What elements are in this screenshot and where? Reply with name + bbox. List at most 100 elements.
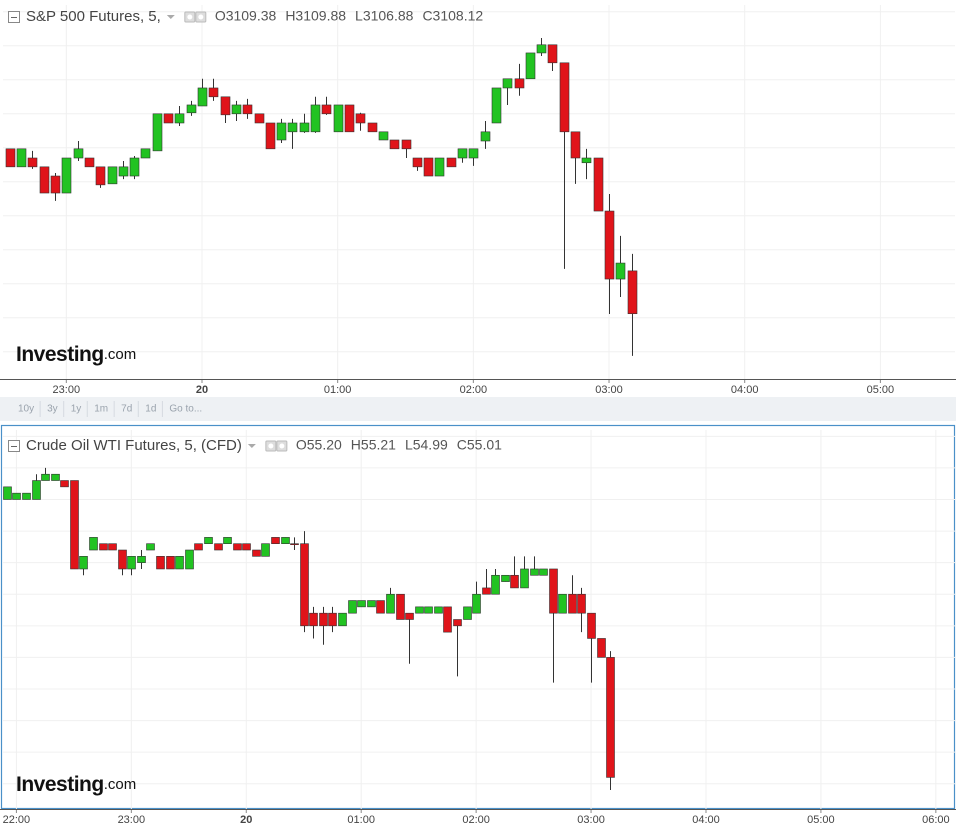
candle-body <box>530 568 539 576</box>
candle-body <box>333 104 344 133</box>
range-button[interactable]: 1y <box>71 404 82 415</box>
candle-body <box>328 612 337 627</box>
candle-body <box>214 543 223 551</box>
x-tick-label: 20 <box>196 384 208 396</box>
candle-body <box>70 480 79 570</box>
x-tick-label: 01:00 <box>324 384 352 396</box>
watermark-brand: Investing <box>16 773 104 796</box>
candle-body <box>5 148 16 168</box>
candle-body <box>604 210 615 280</box>
candle-body <box>443 606 452 633</box>
candle-body <box>22 492 31 500</box>
candle-body <box>434 157 445 177</box>
candle-body <box>152 113 163 152</box>
candle-body <box>166 556 175 570</box>
candle-body <box>32 480 41 500</box>
candle-body <box>252 549 261 557</box>
candle-body <box>472 593 481 614</box>
candle-body <box>223 537 232 545</box>
x-tick-label: 23:00 <box>118 814 146 826</box>
candle-body <box>547 44 558 64</box>
x-tick-label: 02:00 <box>460 384 488 396</box>
range-button[interactable]: 1m <box>94 404 108 415</box>
candle-body <box>50 175 61 194</box>
candle-body <box>254 113 265 124</box>
range-button[interactable]: 10y <box>18 404 34 415</box>
candle-body <box>39 166 50 194</box>
dropdown-caret[interactable] <box>247 444 256 448</box>
candle-body <box>175 556 184 570</box>
candle-body <box>186 104 197 114</box>
candle-body <box>265 122 276 150</box>
candle-body <box>510 574 519 589</box>
x-tick-label: 01:00 <box>347 814 375 826</box>
candle-body <box>423 157 434 177</box>
panel: 22:00 23:00 20 01:00 02:00 03:00 04:00 05:00 06:… <box>0 430 956 826</box>
candle-body <box>502 78 513 89</box>
candle-body <box>446 157 457 168</box>
candle-body <box>197 87 208 107</box>
candle-body <box>281 537 290 545</box>
candle-body <box>482 587 491 595</box>
ohlc-value: H55.21 <box>351 437 396 453</box>
candle-body <box>457 148 468 159</box>
candle-body <box>107 166 118 185</box>
candle-body <box>61 157 72 194</box>
candle-body <box>536 44 547 54</box>
candle-body <box>174 113 185 124</box>
candle-body <box>480 131 491 142</box>
candle-body <box>468 148 479 159</box>
ohlc-value: C3108.12 <box>422 8 483 24</box>
watermark-brand: Investing <box>16 343 104 366</box>
range-button[interactable]: Go to... <box>169 404 202 415</box>
candle-body <box>434 606 443 614</box>
candle-body <box>163 113 174 124</box>
candle-body <box>108 543 117 551</box>
candle-body <box>514 78 525 89</box>
range-button[interactable]: 1d <box>145 404 156 415</box>
x-tick-label: 04:00 <box>692 814 720 826</box>
candle-body <box>376 600 385 614</box>
candle-body <box>129 157 140 177</box>
candle-body <box>79 556 88 570</box>
candle-body <box>615 262 626 280</box>
candle-body <box>568 593 577 614</box>
candle-body <box>389 139 400 150</box>
candle-body <box>491 574 500 595</box>
candle-body <box>355 113 366 124</box>
candle-body <box>287 122 298 133</box>
ohlc-value: L3106.88 <box>355 8 414 24</box>
candle-body <box>378 131 389 141</box>
candle-body <box>570 131 581 159</box>
candle-body <box>405 612 414 620</box>
panel: 23:00 20 01:00 02:00 03:00 04:00 05:00 Investin… <box>0 5 956 396</box>
candle-body <box>12 492 21 500</box>
candle-body <box>118 166 129 177</box>
candle-body <box>319 612 328 627</box>
candle-body <box>231 104 242 115</box>
ohlc-value: O3109.38 <box>215 8 277 24</box>
candle-body <box>146 543 155 551</box>
candle-body <box>27 157 38 168</box>
candle-body <box>367 600 376 608</box>
candle-body <box>156 556 165 570</box>
range-button[interactable]: 7d <box>121 404 132 415</box>
range-button[interactable]: 3y <box>47 404 58 415</box>
candle-body <box>309 612 318 627</box>
candle-body <box>396 593 405 620</box>
settings-icon-dot <box>268 443 274 449</box>
candle-body <box>525 52 536 80</box>
dropdown-caret[interactable] <box>166 15 175 19</box>
candle-body <box>3 486 12 500</box>
candle-body <box>194 543 203 551</box>
candle-body <box>310 104 321 133</box>
settings-icon-dot <box>279 443 285 449</box>
x-tick-label: 22:00 <box>3 814 31 826</box>
candle-body <box>593 157 604 212</box>
x-tick-label: 23:00 <box>53 384 81 396</box>
settings-icon-dot <box>198 14 204 20</box>
candle-body <box>118 549 127 570</box>
candle-body <box>581 157 592 164</box>
